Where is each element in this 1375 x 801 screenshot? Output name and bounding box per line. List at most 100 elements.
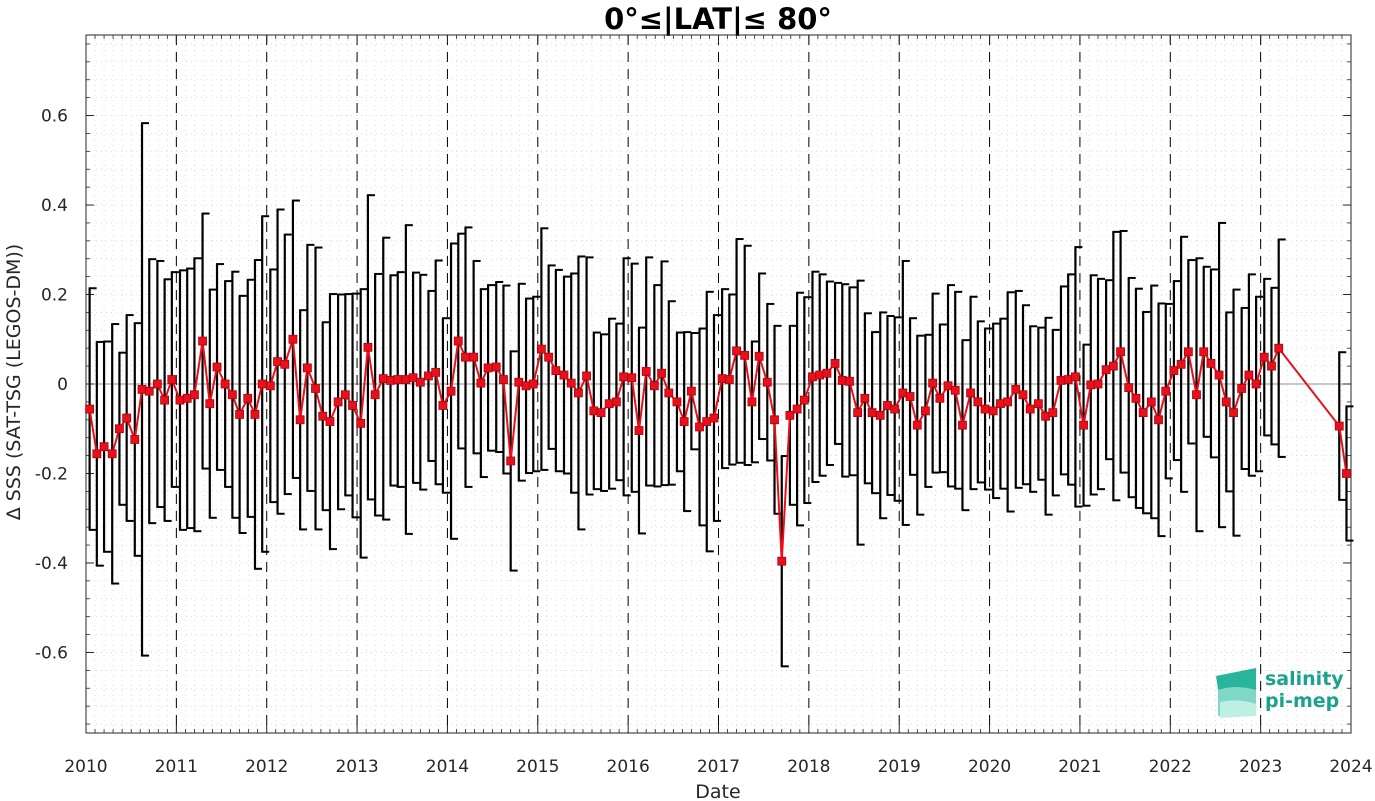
data-point [966, 388, 975, 398]
x-tick-label: 2015 [516, 757, 559, 777]
data-point [144, 386, 154, 396]
x-tick-label: 2022 [1149, 757, 1192, 777]
data-point [777, 556, 787, 566]
data-point [980, 404, 990, 414]
logo-text-line1: salinity [1265, 668, 1344, 690]
data-point [363, 342, 373, 352]
data-point [709, 413, 719, 423]
x-axis-label: Date [695, 781, 740, 801]
data-point [921, 406, 930, 416]
data-point [115, 424, 124, 434]
data-point [1079, 420, 1088, 430]
data-point [1146, 397, 1156, 407]
data-point [1033, 399, 1043, 409]
data-point [853, 408, 863, 418]
data-point [627, 373, 637, 383]
data-point [1041, 411, 1050, 421]
data-point [175, 395, 185, 405]
data-point [551, 366, 561, 375]
data-point [280, 359, 290, 369]
data-point [883, 401, 892, 410]
data-point [340, 390, 350, 400]
x-tick-label: 2018 [787, 757, 830, 777]
data-point [1237, 384, 1247, 393]
data-point [302, 363, 312, 373]
data-point [785, 410, 795, 420]
data-point [499, 375, 508, 384]
data-point [506, 456, 516, 466]
data-point [634, 426, 644, 435]
data-point [1244, 370, 1254, 380]
data-point [1048, 408, 1058, 418]
data-point [415, 377, 425, 387]
data-point [205, 399, 215, 409]
data-point [890, 404, 900, 414]
data-point [1206, 359, 1216, 368]
data-point [288, 334, 298, 344]
y-tick-label: 0.6 [41, 107, 68, 127]
data-point [905, 392, 915, 401]
data-point [528, 379, 538, 389]
data-point [574, 388, 583, 398]
data-point [898, 388, 908, 398]
data-point [295, 415, 305, 425]
data-point [928, 378, 938, 388]
data-point [619, 372, 629, 382]
data-point [724, 375, 734, 384]
data-point [182, 393, 192, 403]
salinity-pi-mep-logo: salinity pi-mep [1216, 668, 1344, 718]
data-point [122, 413, 132, 423]
data-point [514, 377, 524, 387]
data-point [1063, 375, 1073, 384]
data-point [318, 411, 328, 421]
data-point [273, 357, 282, 367]
data-point [1025, 404, 1035, 414]
data-point [604, 399, 614, 409]
data-point [935, 393, 945, 403]
data-point [424, 371, 433, 381]
data-point [641, 367, 651, 376]
data-point [589, 406, 599, 416]
y-tick-labels: -0.6 -0.4 -0.2 0 0.2 0.4 0.6 [35, 107, 68, 664]
data-point [1101, 365, 1111, 375]
data-point [1108, 361, 1118, 371]
x-tick-label: 2023 [1239, 757, 1282, 777]
data-point [815, 370, 825, 380]
data-point [160, 395, 170, 405]
data-point [107, 449, 117, 459]
data-point [1214, 370, 1224, 380]
data-point [453, 336, 463, 346]
data-point [265, 381, 275, 391]
data-point [770, 415, 779, 425]
data-point [596, 408, 606, 418]
data-point [1018, 390, 1028, 400]
data-point [537, 344, 546, 354]
y-tick-label: 0.4 [41, 196, 68, 216]
data-point [686, 386, 696, 396]
data-point [1342, 469, 1351, 478]
x-tick-label: 2021 [1058, 757, 1101, 777]
data-point [1183, 347, 1193, 357]
data-point [649, 381, 659, 391]
data-point [672, 397, 682, 407]
x-tick-label: 2016 [607, 757, 650, 777]
data-point [943, 381, 953, 391]
data-point [1221, 397, 1231, 407]
data-point [544, 352, 554, 362]
data-point [747, 397, 757, 407]
data-point [1154, 415, 1163, 425]
data-point [1199, 347, 1209, 357]
data-point [867, 408, 877, 418]
data-point [664, 388, 674, 398]
data-point [408, 373, 418, 383]
data-point [235, 410, 245, 419]
data-point [1124, 383, 1134, 392]
y-tick-label: -0.6 [35, 643, 68, 663]
data-point [559, 370, 569, 380]
data-point [1259, 352, 1269, 362]
data-point [311, 384, 320, 393]
data-point [198, 336, 207, 346]
x-tick-label: 2010 [64, 757, 107, 777]
data-point [1274, 343, 1284, 353]
data-point [732, 346, 741, 356]
